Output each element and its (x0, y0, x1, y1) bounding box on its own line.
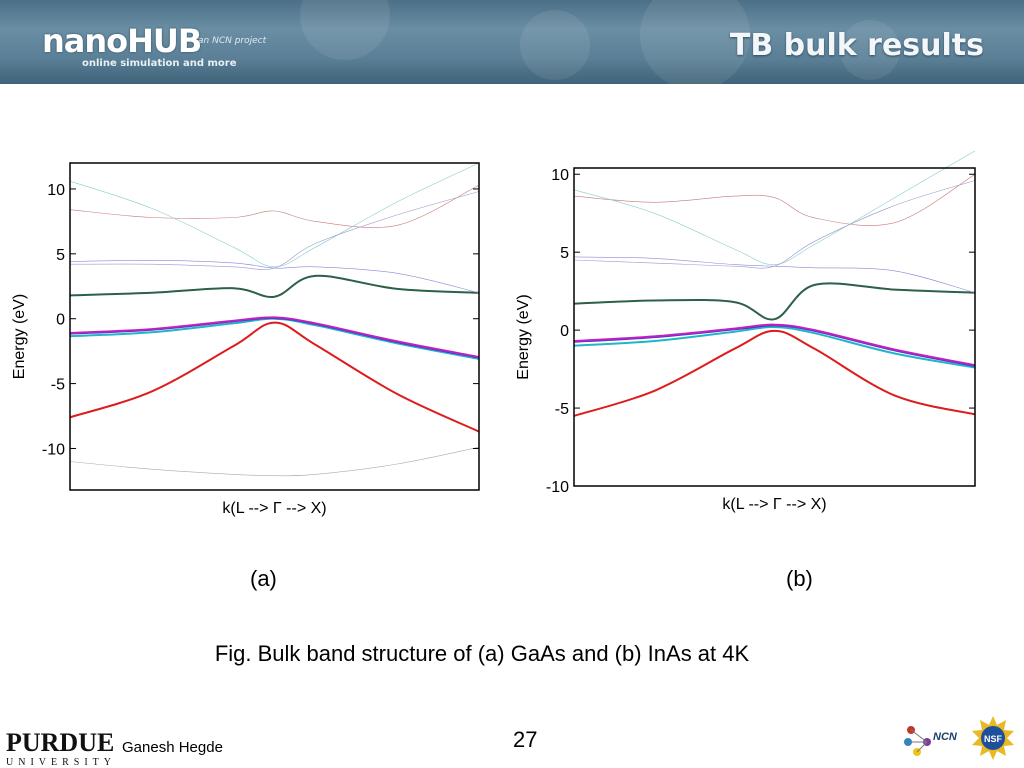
panel-label-b: (b) (786, 566, 813, 591)
y-tick-label: -10 (42, 441, 65, 458)
y-tick-label: 5 (56, 247, 65, 264)
x-axis-label: k(L --> Γ --> X) (722, 496, 826, 513)
series-line-band-4 (69, 316, 480, 358)
series-line-band-9 (69, 191, 480, 270)
series-line-band-8 (573, 150, 976, 265)
background-virus-decoration (640, 0, 750, 84)
series-line-band-10 (69, 446, 480, 477)
series-line-band-2 (69, 317, 480, 360)
series-line-band-5 (573, 282, 976, 321)
y-tick-label: 10 (47, 182, 65, 199)
series-line-band-4 (573, 323, 976, 367)
page-number: 27 (513, 727, 538, 752)
band-structure-plot-gaas: 10 5 0 -5 -10 k(L --> Γ --> X) Energy (eV) (11, 162, 480, 517)
series-line-band-6 (69, 259, 480, 294)
slide-title: TB bulk results (729, 28, 984, 63)
figure-caption: Fig. Bulk band structure of (a) GaAs and… (214, 641, 750, 666)
panel-label-a: (a) (250, 566, 277, 591)
series-line-band-5 (69, 274, 480, 298)
y-tick-label: -5 (51, 377, 65, 394)
purdue-logo-subtext: UNIVERSITY (6, 757, 116, 768)
background-virus-decoration (520, 10, 590, 80)
series-line-band-1 (69, 321, 480, 433)
nsf-logo-text: NSF (984, 734, 1003, 744)
y-axis-label: Energy (eV) (11, 294, 28, 379)
series-line-band-7 (69, 184, 480, 228)
nsf-logo-globe (981, 726, 1005, 750)
y-axis-label: Energy (eV) (515, 294, 532, 379)
background-virus-decoration (300, 0, 390, 60)
plot-axes-frame (69, 162, 480, 491)
ncn-logo: NCN (904, 726, 958, 756)
y-tick-label: 0 (560, 323, 569, 340)
series-line-band-7 (573, 173, 976, 226)
series-line-band-2 (573, 325, 976, 369)
nsf-logo: NSF (972, 716, 1014, 760)
series-line-band-9 (573, 180, 976, 269)
purdue-logo: PURDUE UNIVERSITY (6, 730, 116, 768)
ncn-logo-text: NCN (933, 731, 958, 743)
series-line-band-1 (573, 329, 976, 417)
ncn-project-label: an NCN project (198, 36, 267, 46)
author-name: Ganesh Hegde (122, 739, 223, 756)
series-line-band-3 (69, 317, 480, 359)
y-tick-label: -5 (555, 401, 569, 418)
y-tick-label: -10 (546, 479, 569, 496)
y-tick-label: 5 (560, 245, 569, 262)
nanohub-tagline: online simulation and more (82, 58, 237, 69)
purdue-logo-text: PURDUE (6, 728, 115, 757)
series-line-band-8 (69, 162, 480, 268)
y-tick-label: 0 (56, 312, 65, 329)
band-structure-plot-inas: 10 5 0 -5 -10 k(L --> Γ --> X) Energy (eV) (515, 150, 976, 513)
background-virus-decoration (840, 20, 900, 80)
nanohub-logo: nanoHUB (42, 22, 202, 60)
y-tick-label: 10 (551, 167, 569, 184)
plot-axes-frame (573, 167, 976, 487)
slide-header: nanoHUB online simulation and more an NC… (0, 0, 1024, 84)
x-axis-label: k(L --> Γ --> X) (222, 500, 326, 517)
